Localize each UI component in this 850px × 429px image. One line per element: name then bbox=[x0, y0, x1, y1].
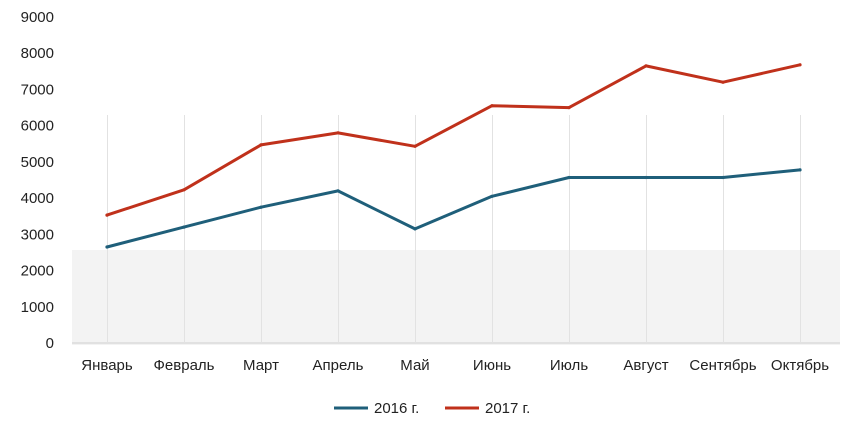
y-tick-label: 1000 bbox=[21, 299, 54, 316]
data-point bbox=[259, 205, 263, 209]
y-tick-label: 9000 bbox=[21, 9, 54, 26]
data-point bbox=[336, 131, 340, 135]
x-tick-label: Сентябрь bbox=[689, 357, 756, 374]
x-tick-label: Февраль bbox=[154, 357, 215, 374]
data-point bbox=[798, 168, 802, 172]
data-point bbox=[105, 213, 109, 217]
data-point bbox=[644, 64, 648, 68]
data-point bbox=[567, 175, 571, 180]
data-point bbox=[413, 227, 417, 231]
y-axis-ticks: 0 1000 2000 3000 4000 5000 6000 7000 8000 9000 bbox=[21, 9, 54, 352]
x-tick-label: Июль bbox=[550, 357, 588, 374]
data-point bbox=[721, 175, 725, 180]
data-point bbox=[259, 143, 263, 147]
data-point bbox=[105, 245, 109, 249]
data-point bbox=[567, 106, 571, 110]
data-point bbox=[798, 63, 802, 67]
y-tick-label: 8000 bbox=[21, 45, 54, 62]
data-point bbox=[182, 225, 186, 229]
data-point bbox=[721, 80, 725, 84]
x-tick-label: Март bbox=[243, 357, 279, 374]
plot-area-shade bbox=[72, 250, 840, 345]
y-tick-label: 4000 bbox=[21, 190, 54, 207]
x-axis-ticks: Январь Февраль Март Апрель Май Июнь Июль Август… bbox=[81, 357, 829, 374]
series-line-2017 bbox=[105, 63, 802, 217]
x-tick-label: Октябрь bbox=[771, 357, 829, 374]
y-tick-label: 7000 bbox=[21, 81, 54, 98]
series-line-2016 bbox=[105, 168, 802, 249]
data-point bbox=[336, 189, 340, 193]
data-point bbox=[490, 104, 494, 108]
y-tick-label: 3000 bbox=[21, 226, 54, 243]
x-tick-label: Май bbox=[400, 357, 429, 374]
y-tick-label: 0 bbox=[46, 335, 54, 352]
data-point bbox=[182, 188, 186, 192]
y-tick-label: 6000 bbox=[21, 118, 54, 135]
data-point bbox=[490, 194, 494, 198]
legend: 2016 г. 2017 г. bbox=[334, 400, 530, 417]
series-lines bbox=[105, 63, 802, 249]
x-tick-label: Январь bbox=[81, 357, 133, 374]
x-tick-label: Август bbox=[623, 357, 668, 374]
data-point bbox=[644, 175, 648, 180]
x-tick-label: Июнь bbox=[473, 357, 511, 374]
legend-label-2016: 2016 г. bbox=[374, 400, 419, 417]
x-tick-label: Апрель bbox=[313, 357, 364, 374]
legend-label-2017: 2017 г. bbox=[485, 400, 530, 417]
y-tick-label: 2000 bbox=[21, 263, 54, 280]
data-point bbox=[413, 144, 417, 148]
y-tick-label: 5000 bbox=[21, 154, 54, 171]
